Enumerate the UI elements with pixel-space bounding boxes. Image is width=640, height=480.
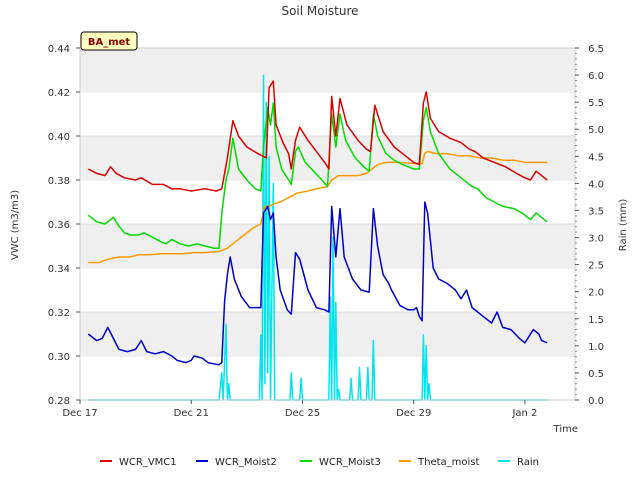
x-axis: Dec 17 Dec 21 Dec 25 Dec 29 Jan 2 bbox=[62, 400, 537, 419]
legend-label: WCR_Moist2 bbox=[215, 457, 277, 468]
right-y-tick-label: 1.5 bbox=[588, 315, 604, 326]
right-y-tick-label: 6.5 bbox=[588, 44, 604, 55]
right-y-tick-label: 3.5 bbox=[588, 206, 604, 217]
right-y-tick-label: 4.0 bbox=[588, 179, 604, 190]
x-tick-label: Dec 29 bbox=[396, 408, 431, 419]
station-badge-label: BA_met bbox=[88, 37, 131, 48]
x-tick-label: Dec 17 bbox=[62, 408, 97, 419]
left-y-axis: 0.28 0.30 0.32 0.34 0.36 0.38 0.40 0.42 0.44 bbox=[48, 44, 80, 407]
station-badge: BA_met bbox=[80, 31, 138, 51]
grid-band bbox=[80, 312, 575, 356]
legend-label: WCR_VMC1 bbox=[119, 457, 177, 468]
legend-label: WCR_Moist3 bbox=[319, 457, 381, 468]
x-tick-label: Dec 25 bbox=[285, 408, 320, 419]
left-y-tick-label: 0.34 bbox=[48, 264, 70, 275]
legend-item-wcr-vmc1: WCR_VMC1 bbox=[100, 457, 177, 468]
legend-label: Theta_moist bbox=[417, 457, 479, 468]
left-y-tick-label: 0.42 bbox=[48, 88, 70, 99]
right-y-tick-label: 6.0 bbox=[588, 71, 604, 82]
left-y-tick-label: 0.30 bbox=[48, 352, 70, 363]
right-y-tick-label: 5.5 bbox=[588, 98, 604, 109]
right-y-axis: 0.0 0.5 1.0 1.5 2.0 2.5 3.0 3.5 4.0 4.5 5.0 5.5 6.0 6… bbox=[575, 44, 604, 407]
series-line-rain bbox=[88, 74, 548, 401]
right-y-tick-label: 1.0 bbox=[588, 342, 604, 353]
x-tick-label: Jan 2 bbox=[511, 408, 537, 419]
x-axis-label: Time bbox=[553, 424, 578, 435]
legend-item-wcr-moist2: WCR_Moist2 bbox=[196, 457, 277, 468]
legend-item-rain: Rain bbox=[498, 457, 539, 468]
right-y-axis-label: Rain (mm) bbox=[618, 199, 629, 252]
legend-item-theta-moist: Theta_moist bbox=[399, 457, 479, 468]
x-tick-label: Dec 21 bbox=[174, 408, 209, 419]
right-y-tick-label: 5.0 bbox=[588, 125, 604, 136]
grid-band bbox=[80, 224, 575, 268]
grid-bands bbox=[80, 47, 575, 400]
left-y-tick-label: 0.36 bbox=[48, 220, 70, 231]
left-y-axis-label: VWC (m3/m3) bbox=[10, 190, 21, 260]
series-line-wcr-vmc1 bbox=[87, 80, 548, 192]
legend-item-wcr-moist3: WCR_Moist3 bbox=[300, 457, 381, 468]
legend-label: Rain bbox=[517, 457, 539, 468]
series-line-wcr-moist2 bbox=[87, 201, 548, 366]
right-y-tick-label: 2.5 bbox=[588, 261, 604, 272]
right-y-tick-label: 0.5 bbox=[588, 369, 604, 380]
right-y-tick-label: 0.0 bbox=[588, 396, 604, 407]
left-y-tick-label: 0.38 bbox=[48, 176, 70, 187]
series-line-wcr-moist3 bbox=[87, 102, 548, 249]
left-y-tick-label: 0.32 bbox=[48, 308, 70, 319]
grid-band bbox=[80, 136, 575, 180]
series-line-theta-moist bbox=[88, 150, 548, 264]
grid-band bbox=[80, 48, 575, 92]
legend: WCR_VMC1 WCR_Moist2 WCR_Moist3 Theta_moist R… bbox=[100, 457, 539, 468]
right-y-tick-label: 2.0 bbox=[588, 288, 604, 299]
chart-title: Soil Moisture bbox=[281, 4, 358, 18]
left-y-tick-label: 0.28 bbox=[48, 396, 70, 407]
right-y-tick-label: 3.0 bbox=[588, 234, 604, 245]
left-y-tick-label: 0.44 bbox=[48, 44, 70, 55]
left-y-tick-label: 0.40 bbox=[48, 132, 70, 143]
series-layer bbox=[87, 74, 548, 401]
right-y-tick-label: 4.5 bbox=[588, 152, 604, 163]
